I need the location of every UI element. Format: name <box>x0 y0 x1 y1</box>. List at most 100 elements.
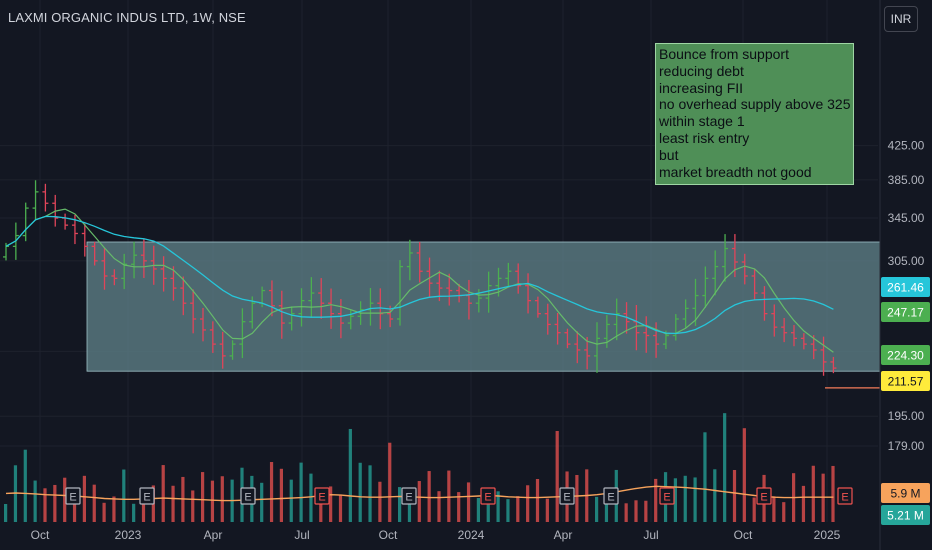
note-line: but <box>659 146 679 163</box>
volume-bar <box>437 491 441 522</box>
earnings-marker-label: E <box>484 492 491 504</box>
volume-bar <box>506 499 510 522</box>
x-tick-label: Oct <box>734 528 753 542</box>
volume-bar <box>338 495 343 522</box>
x-tick-label: 2024 <box>458 528 485 542</box>
volume-bar <box>63 477 67 522</box>
x-tick-label: 2023 <box>115 528 142 542</box>
volume-bar <box>535 478 540 522</box>
volume-bar <box>486 499 490 522</box>
price-label-text: 211.57 <box>888 375 924 389</box>
volume-bar <box>72 497 77 522</box>
volume-bars <box>4 413 835 522</box>
volume-bar <box>683 475 687 522</box>
volume-bar <box>713 469 717 522</box>
earnings-marker <box>139 487 155 505</box>
x-axis: Oct 2023 Apr Jul Oct 2024 Apr Jul Oct 2025 <box>31 528 841 542</box>
ma-slow-line <box>5 215 834 335</box>
volume-bar <box>141 496 146 522</box>
volume-bar <box>82 475 86 522</box>
x-tick-label: Jul <box>294 528 309 542</box>
earnings-marker <box>314 487 330 505</box>
volume-bar <box>447 470 451 522</box>
note-line: Bounce from support <box>659 46 789 62</box>
volume-bar <box>329 486 333 522</box>
earnings-marker-label: E <box>841 492 848 504</box>
price-label-text: 261.46 <box>887 281 924 295</box>
volume-bar <box>752 497 756 522</box>
earnings-marker-label: E <box>69 492 76 504</box>
earnings-marker <box>559 487 575 505</box>
earnings-marker-label: E <box>405 492 412 504</box>
price-label-box <box>881 302 930 322</box>
volume-bar <box>604 500 609 522</box>
volume-bar <box>782 502 786 522</box>
volume-bar <box>358 462 362 522</box>
volume-labels: 5.9 M 5.21 M <box>881 483 930 525</box>
volume-bar <box>644 500 648 522</box>
price-axis-background <box>880 0 932 550</box>
earnings-marker <box>603 487 619 505</box>
volume-bar <box>801 485 806 522</box>
note-line: reducing debt <box>659 62 744 79</box>
volume-bar <box>772 496 776 522</box>
earnings-marker <box>480 487 496 505</box>
x-tick-label: 2025 <box>814 528 841 542</box>
volume-bar <box>388 442 392 522</box>
volume-label-box <box>881 505 930 525</box>
volume-bar <box>595 496 599 522</box>
volume-bar <box>279 468 283 522</box>
volume-bar <box>260 482 264 522</box>
support-zone-rect <box>86 241 881 372</box>
volume-bar <box>811 465 815 522</box>
volume-bar <box>33 480 37 522</box>
volume-bar <box>673 478 677 522</box>
annotation-note[interactable]: Bounce from support reducing debt increa… <box>655 43 854 185</box>
volume-bar <box>92 484 96 522</box>
y-tick-label: 179.00 <box>888 439 925 453</box>
earnings-marker-label: E <box>143 492 150 504</box>
candles <box>3 180 837 376</box>
price-label-text: 224.30 <box>887 349 924 363</box>
volume-bar <box>43 488 47 522</box>
currency-button[interactable]: INR <box>884 6 918 32</box>
volume-bar <box>368 465 372 522</box>
volume-bar <box>732 469 737 522</box>
earnings-marker <box>240 487 256 505</box>
volume-bar <box>427 471 431 522</box>
volume-bar <box>122 469 126 522</box>
volume-bar <box>457 492 461 522</box>
volume-bar <box>723 413 727 522</box>
volume-bar <box>575 474 579 522</box>
volume-bar <box>634 500 638 522</box>
earnings-marker-label: E <box>244 492 251 504</box>
volume-bar <box>831 465 835 522</box>
earnings-marker-label: E <box>760 492 767 504</box>
y-tick-label: 425.00 <box>888 139 925 153</box>
volume-bar <box>191 490 195 522</box>
note-line: market breadth not good <box>659 163 812 180</box>
note-line: least risk entry <box>659 129 750 146</box>
volume-bar <box>545 498 549 522</box>
volume-bar <box>417 481 421 522</box>
earnings-marker-label: E <box>318 492 325 504</box>
volume-bar <box>407 501 412 522</box>
y-tick-label: 385.00 <box>888 173 925 187</box>
volume-bar <box>171 485 175 522</box>
volume-bar <box>289 479 293 522</box>
x-tick-label: Oct <box>31 528 50 542</box>
volume-bar <box>53 484 57 522</box>
volume-bar <box>319 492 323 522</box>
volume-bar <box>201 472 205 522</box>
volume-bar <box>309 473 313 522</box>
volume-bar <box>624 503 628 522</box>
volume-bar <box>269 462 274 522</box>
volume-bar <box>299 462 303 522</box>
chart-title: LAXMI ORGANIC INDUS LTD, 1W, NSE <box>8 10 246 25</box>
y-tick-label: 345.00 <box>888 211 925 225</box>
volume-bar <box>102 502 106 522</box>
volume-bar <box>132 503 136 522</box>
note-line: no overhead supply above 325 <box>659 96 851 113</box>
